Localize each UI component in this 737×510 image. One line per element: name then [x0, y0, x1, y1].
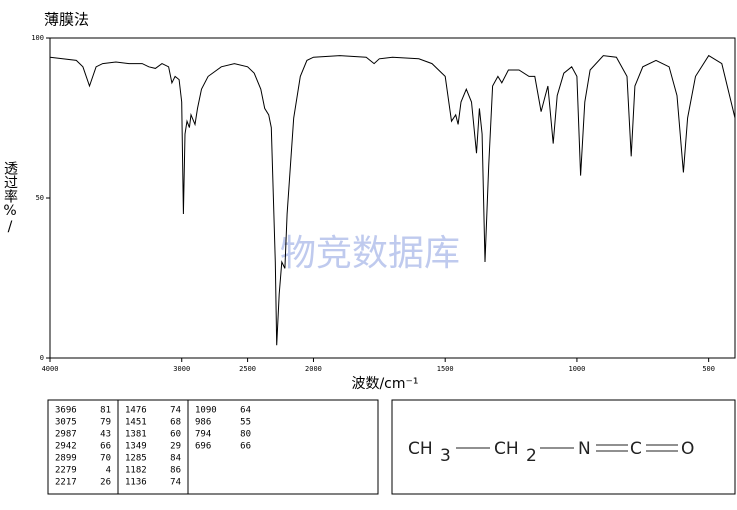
- peak-intensity: 64: [240, 406, 251, 416]
- peak-wavenumber: 1476: [125, 406, 147, 416]
- peak-intensity: 80: [240, 430, 251, 440]
- peak-wavenumber: 986: [195, 418, 211, 428]
- title: 薄膜法: [44, 11, 89, 29]
- watermark: 物竞数据库: [280, 233, 460, 274]
- peak-intensity: 84: [170, 454, 181, 464]
- atom-subscript: 2: [526, 446, 537, 466]
- x-axis-label: 波数/cm⁻¹: [351, 376, 418, 392]
- peak-wavenumber: 696: [195, 442, 211, 452]
- peak-wavenumber: 1285: [125, 454, 147, 464]
- peak-intensity: 66: [240, 442, 251, 452]
- peak-intensity: 26: [100, 478, 111, 488]
- peak-intensity: 79: [100, 418, 111, 428]
- peak-intensity: 81: [100, 406, 111, 416]
- x-tick-label: 500: [702, 365, 715, 373]
- x-tick-label: 3000: [173, 365, 190, 373]
- peak-table-frame: [47, 399, 379, 495]
- peak-wavenumber: 2899: [55, 454, 77, 464]
- peak-wavenumber: 1349: [125, 442, 147, 452]
- spectrum-line: [49, 54, 736, 346]
- peak-wavenumber: 794: [195, 430, 211, 440]
- atom: CH: [408, 439, 433, 459]
- atom: O: [681, 439, 694, 459]
- y-tick-label: 100: [31, 34, 44, 42]
- peak-wavenumber: 3696: [55, 406, 77, 416]
- peak-wavenumber: 1090: [195, 406, 217, 416]
- x-tick-label: 1500: [437, 365, 454, 373]
- y-axis-label: 透过率%/: [2, 161, 18, 235]
- x-tick-label: 2500: [239, 365, 256, 373]
- atom: N: [578, 439, 591, 459]
- plot-frame: [49, 37, 736, 359]
- peak-intensity: 66: [100, 442, 111, 452]
- atom-subscript: 3: [440, 446, 451, 466]
- structure-frame: [391, 399, 736, 495]
- x-tick-label: 2000: [305, 365, 322, 373]
- peak-wavenumber: 1136: [125, 478, 147, 488]
- peak-intensity: 4: [106, 466, 111, 476]
- x-tick-label: 1000: [568, 365, 585, 373]
- peak-intensity: 60: [170, 430, 181, 440]
- peak-wavenumber: 2987: [55, 430, 77, 440]
- peak-wavenumber: 1381: [125, 430, 147, 440]
- peak-intensity: 86: [170, 466, 181, 476]
- peak-intensity: 29: [170, 442, 181, 452]
- y-tick-label: 0: [40, 354, 44, 362]
- peak-intensity: 74: [170, 478, 181, 488]
- peak-wavenumber: 2217: [55, 478, 77, 488]
- peak-intensity: 43: [100, 430, 111, 440]
- peak-wavenumber: 3075: [55, 418, 77, 428]
- peak-wavenumber: 2942: [55, 442, 77, 452]
- peak-intensity: 70: [100, 454, 111, 464]
- peak-wavenumber: 1182: [125, 466, 147, 476]
- peak-intensity: 74: [170, 406, 181, 416]
- peak-intensity: 68: [170, 418, 181, 428]
- atom: C: [630, 439, 642, 459]
- x-tick-label: 4000: [42, 365, 59, 373]
- y-tick-label: 50: [36, 194, 44, 202]
- peak-wavenumber: 1451: [125, 418, 147, 428]
- atom: CH: [494, 439, 519, 459]
- peak-wavenumber: 2279: [55, 466, 77, 476]
- peak-intensity: 55: [240, 418, 251, 428]
